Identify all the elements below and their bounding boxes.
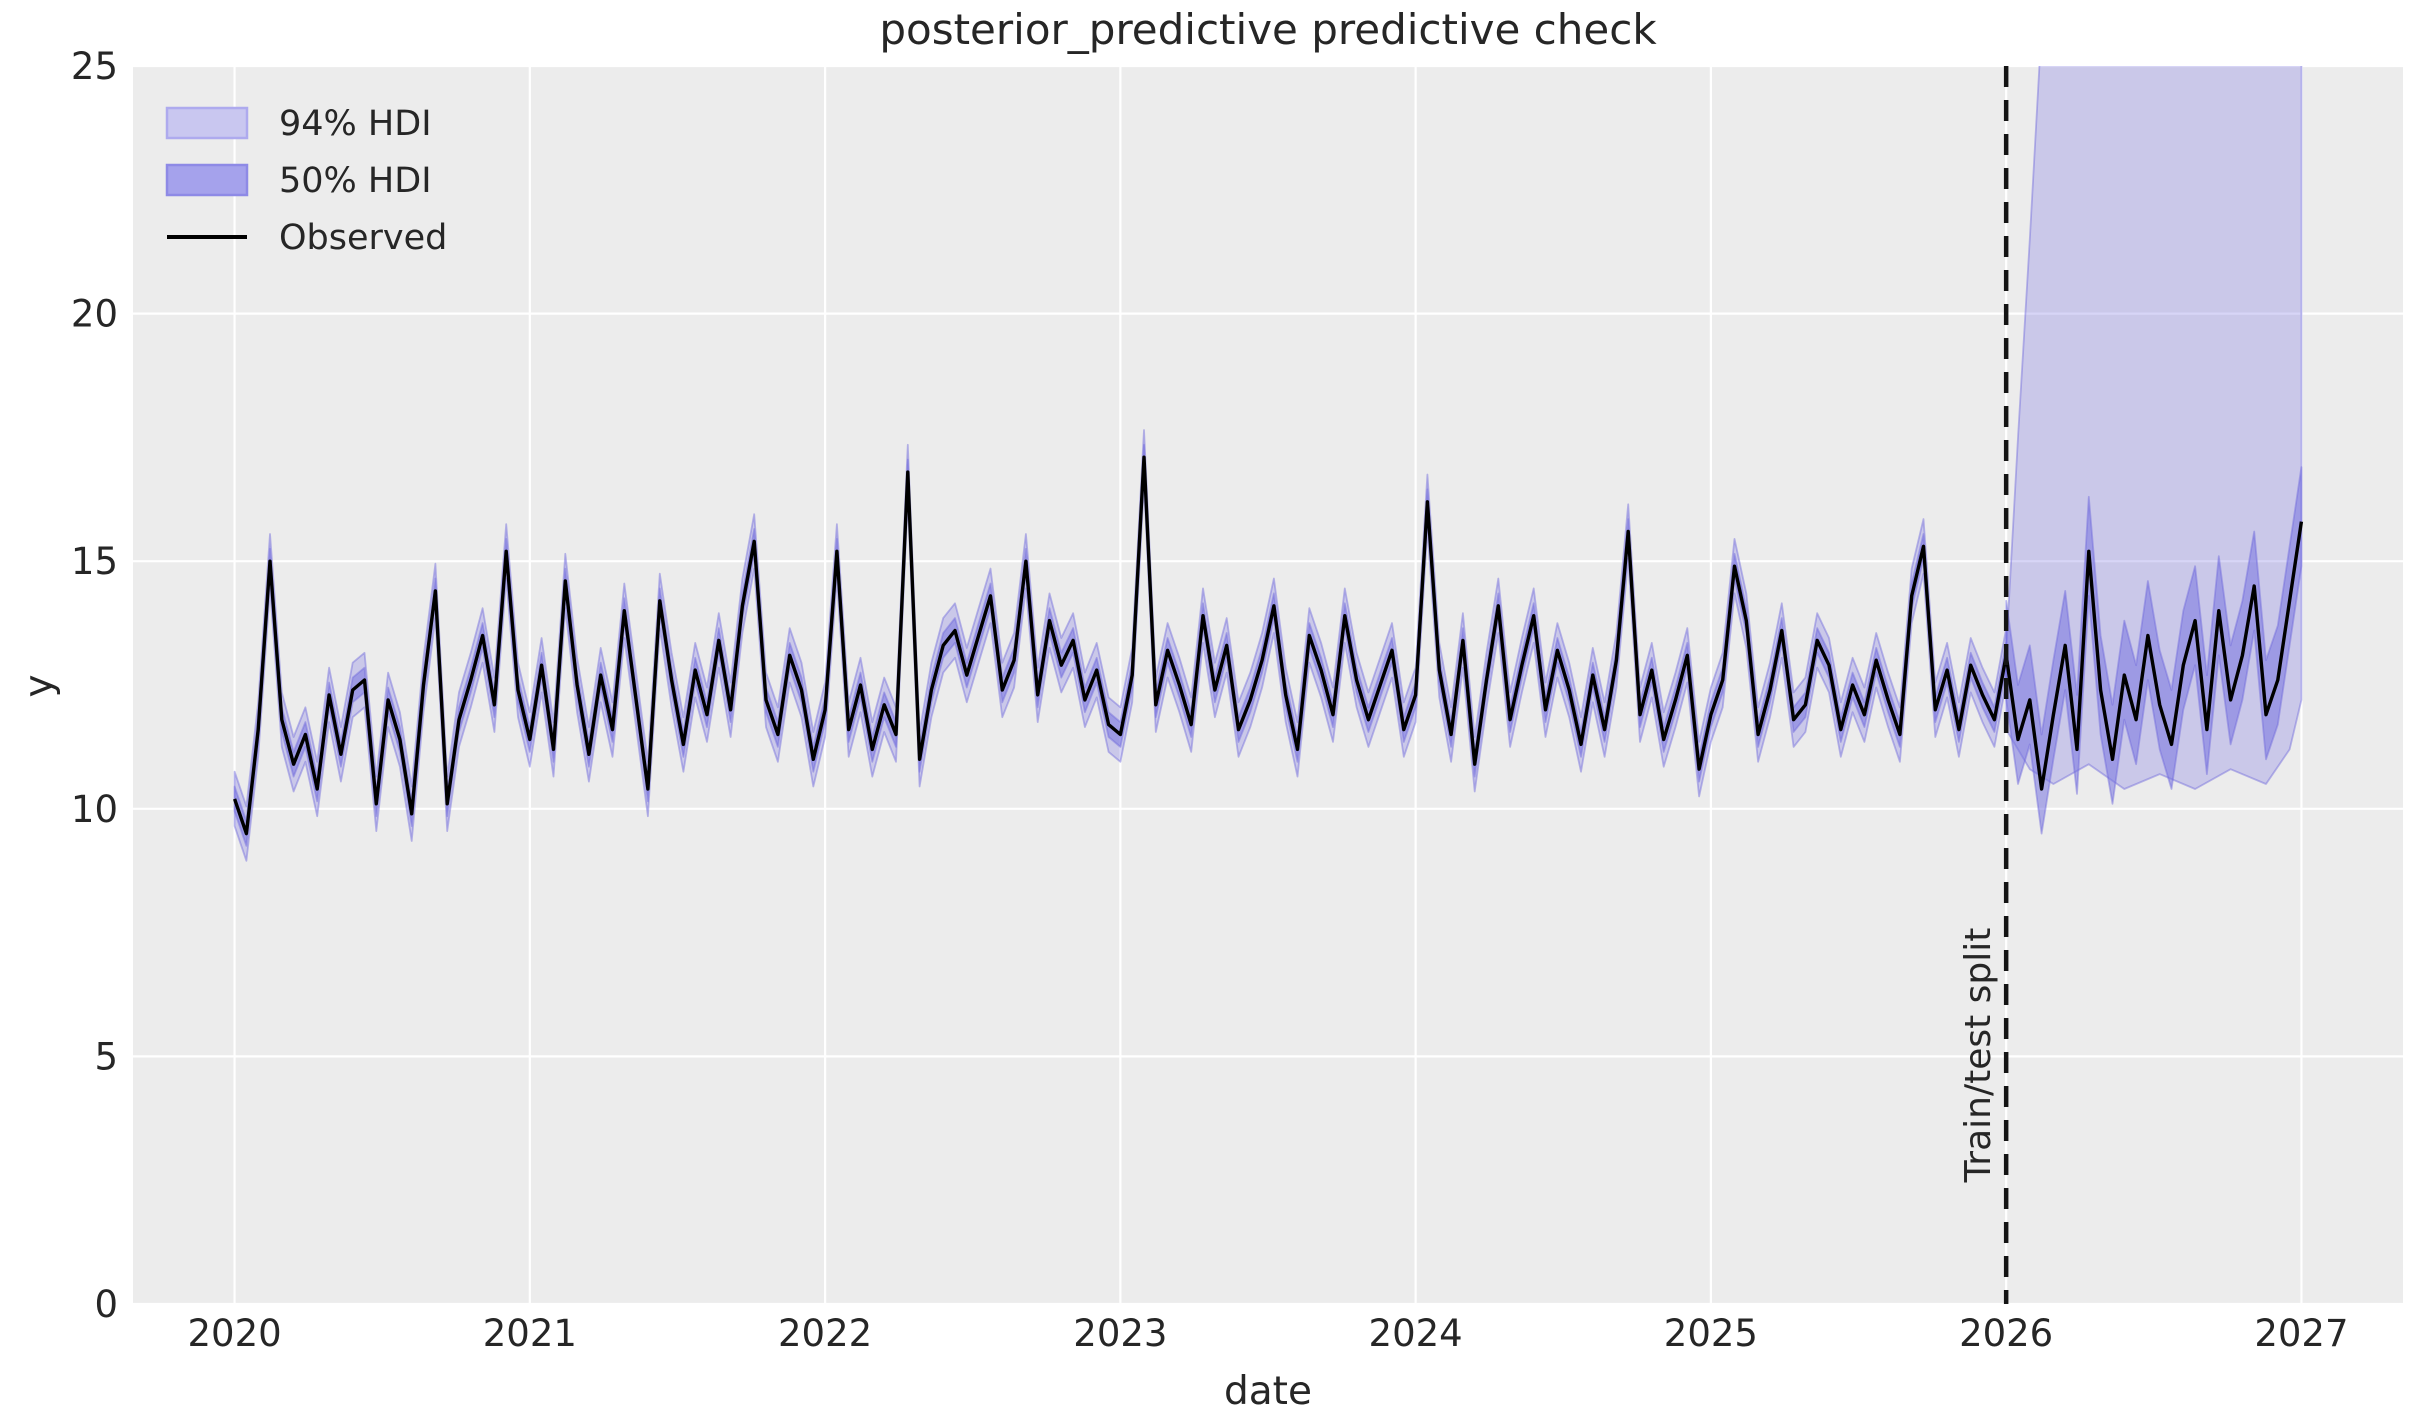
x-tick-label: 2025: [1664, 1312, 1758, 1355]
y-tick-label: 10: [71, 788, 118, 831]
y-axis-ticks: 0 5 10 15 20 25: [71, 45, 118, 1326]
hdi94-band-forecast: [2005, 66, 2303, 790]
legend-swatch-50-hdi: [165, 163, 249, 197]
y-tick-label: 15: [71, 540, 118, 583]
x-tick-label: 2020: [187, 1312, 281, 1355]
x-tick-label: 2024: [1369, 1312, 1463, 1355]
legend-item-50-hdi: 50% HDI: [165, 161, 432, 201]
y-tick-label: 25: [71, 45, 118, 88]
legend-item-observed: Observed: [167, 218, 447, 258]
y-tick-label: 20: [71, 293, 118, 336]
y-tick-label: 0: [94, 1283, 118, 1326]
y-axis-label: y: [17, 674, 62, 697]
legend-item-94-hdi: 94% HDI: [165, 104, 432, 144]
legend: 94% HDI 50% HDI Observed: [165, 104, 447, 258]
x-tick-label: 2026: [1959, 1312, 2053, 1355]
x-axis-ticks: 2020 2021 2022 2023 2024 2025 2026 2027: [187, 1312, 2348, 1355]
legend-swatch-94-hdi: [165, 106, 249, 140]
chart-title: posterior_predictive predictive check: [879, 5, 1657, 54]
plot-data-layer: [232, 66, 2304, 862]
legend-label-94-hdi: 94% HDI: [279, 104, 432, 144]
y-tick-label: 5: [94, 1035, 118, 1078]
legend-label-observed: Observed: [279, 218, 447, 258]
train-test-split-label: Train/test split: [1958, 928, 1999, 1184]
x-tick-label: 2021: [483, 1312, 577, 1355]
x-axis-label: date: [1224, 1369, 1312, 1414]
observed-line: [232, 455, 2304, 836]
x-tick-label: 2027: [2254, 1312, 2348, 1355]
hdi50-band-forecast: [2005, 466, 2303, 835]
x-tick-label: 2023: [1073, 1312, 1167, 1355]
x-tick-label: 2022: [778, 1312, 872, 1355]
legend-label-50-hdi: 50% HDI: [279, 161, 432, 201]
